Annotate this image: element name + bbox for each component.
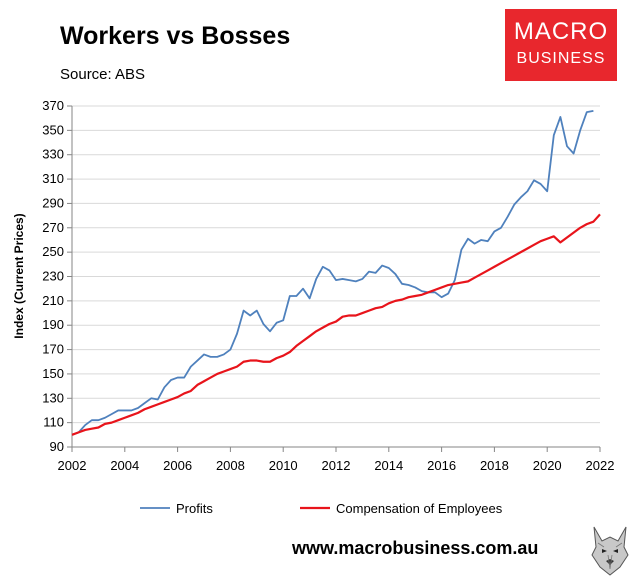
legend-label: Profits — [176, 501, 213, 516]
y-tick-label: 230 — [42, 269, 64, 284]
footer-url: www.macrobusiness.com.au — [292, 538, 539, 558]
line-chart: 90 110 130 150 170 190 210 230 250 270 290 310 330 35… — [12, 98, 615, 516]
chart-source: Source: ABS — [60, 66, 146, 83]
legend: Profits Compensation of Employees — [140, 501, 503, 516]
y-tick-label: 270 — [42, 220, 64, 235]
y-tick-label: 210 — [42, 293, 64, 308]
macrobusiness-logo: MACRO BUSINESS — [505, 9, 617, 81]
x-tick-label: 2016 — [427, 458, 456, 473]
x-tick-label: 2008 — [216, 458, 245, 473]
y-tick-labels: 90 110 130 150 170 190 210 230 250 270 290 310 330 35… — [42, 98, 64, 454]
series-lines — [71, 109, 601, 436]
y-tick-label: 250 — [42, 244, 64, 259]
logo-line-1: MACRO — [513, 18, 609, 45]
series-line-compensation-of-employees — [71, 213, 601, 436]
y-tick-label: 170 — [42, 342, 64, 357]
x-tick-label: 2014 — [374, 458, 403, 473]
x-tick-label: 2012 — [322, 458, 351, 473]
y-tick-label: 310 — [42, 171, 64, 186]
wolf-logo-icon — [588, 523, 632, 577]
y-tick-label: 330 — [42, 147, 64, 162]
x-tick-label: 2010 — [269, 458, 298, 473]
logo-line-2: BUSINESS — [516, 50, 606, 67]
y-tick-label: 90 — [50, 439, 64, 454]
y-axis-label: Index (Current Prices) — [12, 213, 26, 338]
chart-title: Workers vs Bosses — [60, 22, 291, 50]
axes — [67, 105, 601, 452]
y-tick-label: 150 — [42, 366, 64, 381]
x-tick-label: 2004 — [110, 458, 139, 473]
x-tick-label: 2022 — [586, 458, 615, 473]
x-tick-label: 2002 — [58, 458, 87, 473]
legend-label: Compensation of Employees — [336, 501, 503, 516]
y-tick-label: 190 — [42, 317, 64, 332]
y-tick-label: 370 — [42, 98, 64, 113]
y-tick-label: 350 — [42, 122, 64, 137]
x-tick-label: 2018 — [480, 458, 509, 473]
y-tick-label: 110 — [43, 415, 64, 430]
x-tick-label: 2006 — [163, 458, 192, 473]
x-tick-label: 2020 — [533, 458, 562, 473]
y-tick-label: 130 — [42, 390, 64, 405]
x-tick-labels: 2002 2004 2006 2008 2010 2012 2014 2016 2018 2020… — [58, 458, 615, 473]
series-line-profits — [71, 109, 594, 436]
gridlines — [72, 105, 600, 448]
y-tick-label: 290 — [42, 195, 64, 210]
